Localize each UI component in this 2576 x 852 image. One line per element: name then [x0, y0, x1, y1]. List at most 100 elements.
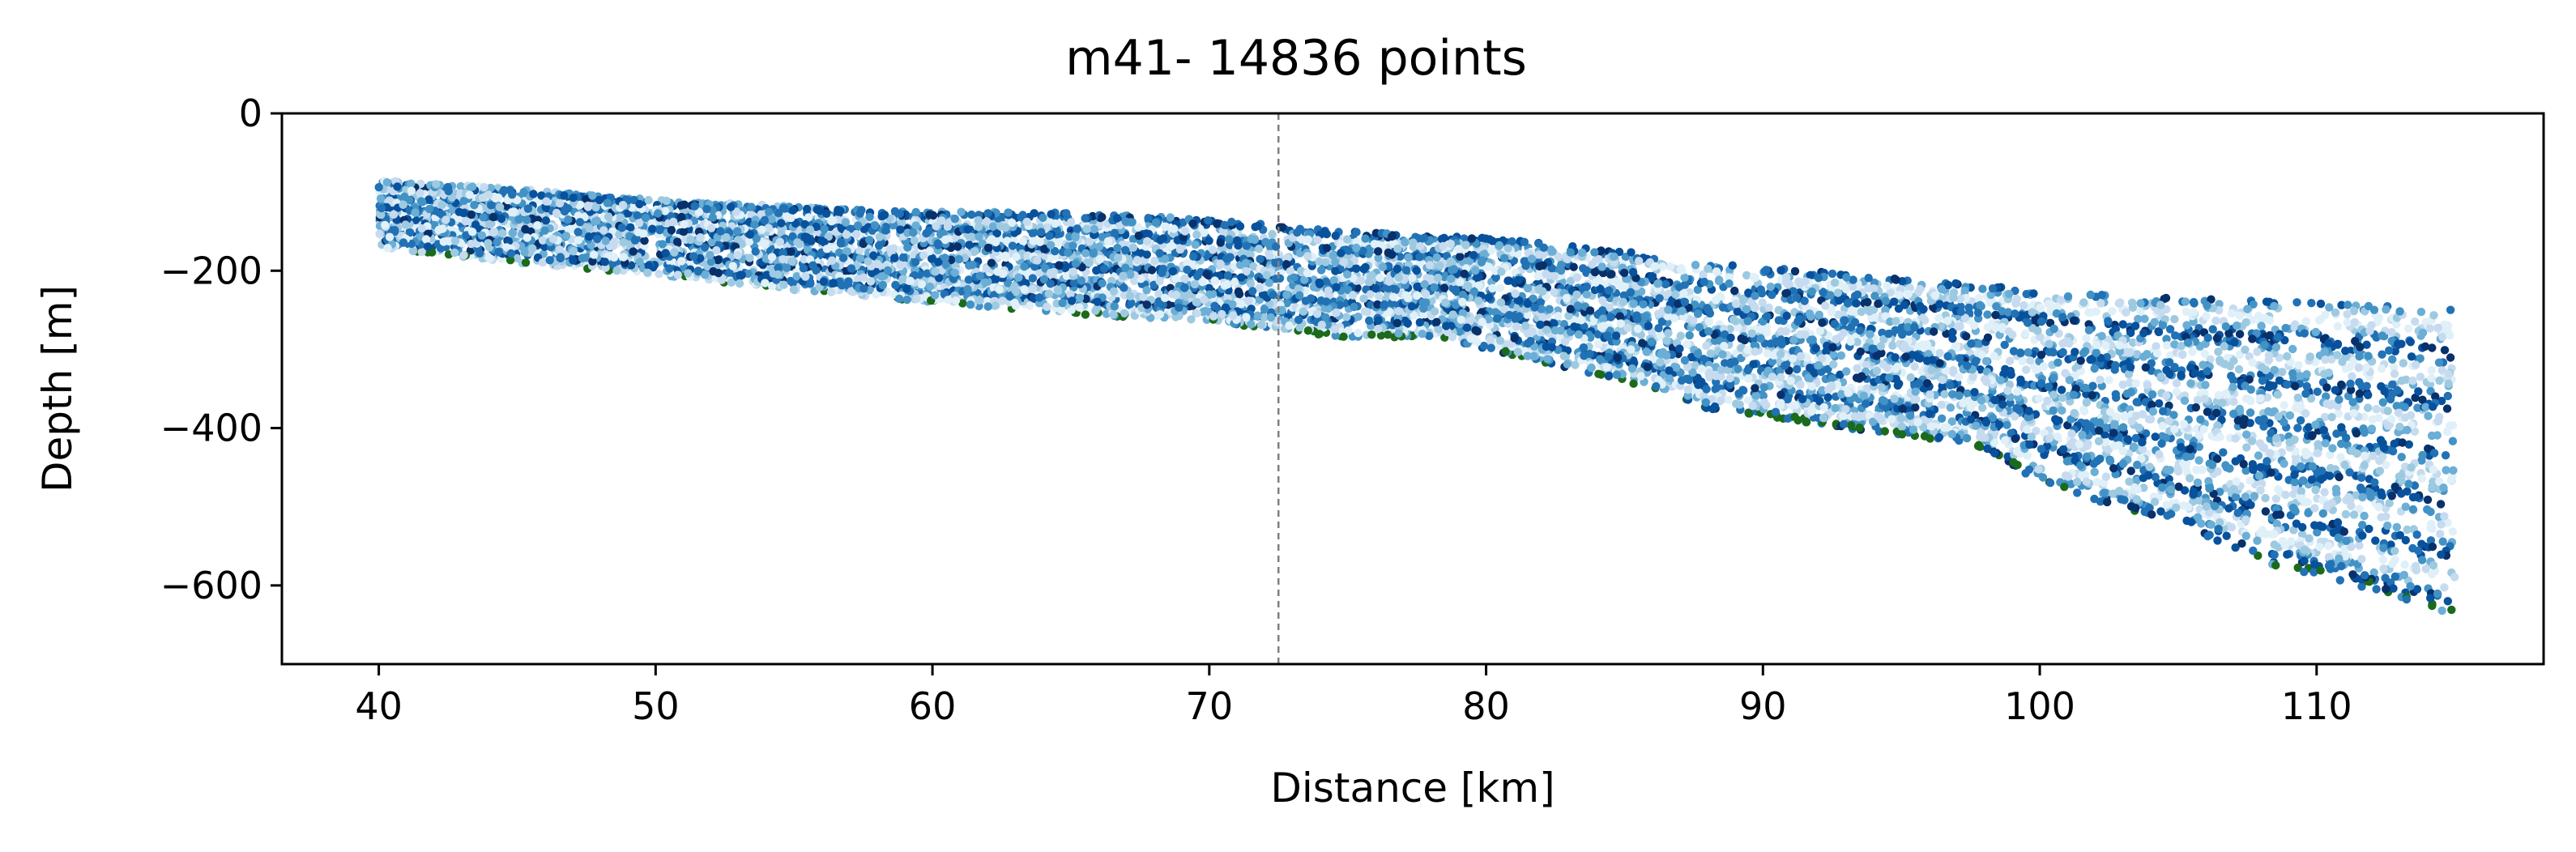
scatter-point: [1974, 294, 1984, 303]
scatter-point: [2215, 300, 2224, 309]
scatter-point: [2358, 521, 2367, 530]
scatter-point: [1004, 279, 1013, 288]
scatter-point: [2343, 317, 2352, 327]
scatter-point: [2259, 422, 2268, 431]
scatter-point: [1210, 301, 1219, 310]
scatter-point: [2208, 325, 2217, 334]
scatter-point: [2385, 499, 2394, 508]
scatter-point: [2021, 469, 2030, 478]
scatter-point: [2447, 605, 2456, 615]
scatter-point: [2378, 398, 2387, 407]
scatter-point: [2301, 317, 2311, 326]
scatter-point: [1888, 341, 1897, 350]
scatter-point: [1534, 250, 1543, 259]
scatter-point: [1363, 308, 1372, 317]
scatter-point: [2186, 474, 2194, 483]
scatter-point: [1656, 331, 1665, 340]
scatter-point: [1661, 279, 1670, 289]
scatter-point: [1938, 375, 1947, 385]
scatter-point: [1978, 403, 1987, 412]
scatter-point: [1828, 350, 1837, 359]
scatter-point: [2126, 466, 2135, 475]
scatter-point: [1867, 313, 1876, 322]
scatter-point: [2198, 465, 2207, 475]
scatter-point: [417, 247, 426, 257]
scatter-point: [1597, 370, 1606, 379]
scatter-point: [964, 275, 974, 284]
scatter-point: [2345, 468, 2354, 477]
scatter-point: [1486, 335, 1495, 344]
scatter-point: [2443, 391, 2452, 401]
scatter-point: [2318, 466, 2327, 475]
scatter-point: [1969, 321, 1979, 330]
scatter-point: [2272, 519, 2281, 529]
scatter-point: [2368, 415, 2377, 424]
scatter-point: [1855, 326, 1865, 335]
scatter-point: [2436, 530, 2445, 539]
scatter-point: [2424, 444, 2433, 454]
scatter-point: [1818, 386, 1827, 395]
scatter-point: [1315, 257, 1324, 266]
scatter-point: [1937, 400, 1946, 409]
scatter-point: [1605, 371, 1614, 381]
scatter-point: [1329, 276, 1338, 285]
scatter-point: [2216, 518, 2224, 527]
scatter-point: [2331, 386, 2339, 394]
scatter-point: [2378, 350, 2386, 359]
scatter-point: [2438, 537, 2447, 546]
scatter-point: [2302, 381, 2311, 391]
scatter-point: [2355, 541, 2364, 550]
scatter-point: [2340, 544, 2349, 554]
scatter-point: [1942, 329, 1951, 339]
scatter-point: [2280, 401, 2288, 410]
scatter-point: [2203, 407, 2212, 416]
scatter-point: [1725, 325, 1734, 334]
scatter-point: [1879, 360, 1887, 368]
scatter-point: [1303, 326, 1313, 335]
scatter-point: [1657, 317, 1666, 326]
scatter-point: [2316, 299, 2326, 309]
scatter-point: [1691, 261, 1700, 270]
scatter-point: [2331, 308, 2340, 317]
scatter-point: [2421, 564, 2430, 573]
scatter-point: [2084, 308, 2093, 317]
scatter-point: [1934, 313, 1943, 323]
scatter-point: [2214, 390, 2224, 400]
scatter-point: [1187, 315, 1196, 324]
scatter-point: [2297, 530, 2307, 539]
scatter-point: [2073, 477, 2082, 487]
scatter-point: [2383, 407, 2392, 415]
scatter-point: [2416, 373, 2425, 381]
scatter-point: [1853, 364, 1862, 373]
scatter-point: [1751, 391, 1761, 400]
scatter-point: [2019, 300, 2028, 310]
scatter-point: [2090, 364, 2099, 373]
scatter-point: [2406, 411, 2416, 420]
scatter-point: [2443, 597, 2452, 606]
scatter-point: [2449, 466, 2458, 475]
scatter-point: [2202, 312, 2211, 321]
scatter-point: [2379, 564, 2388, 573]
scatter-point: [789, 285, 799, 294]
scatter-point: [2372, 405, 2381, 414]
scatter-point: [2132, 475, 2141, 485]
scatter-point: [2280, 459, 2288, 468]
scatter-point: [2071, 371, 2079, 380]
scatter-point: [1282, 260, 1291, 269]
scatter-point: [1743, 395, 1752, 405]
scatter-point: [2337, 300, 2346, 309]
scatter-point: [1886, 288, 1895, 297]
scatter-point: [788, 279, 797, 288]
scatter-point: [2096, 375, 2105, 385]
scatter-point: [2152, 349, 2162, 358]
scatter-point: [2310, 504, 2319, 513]
scatter-point: [1030, 209, 1039, 218]
scatter-point: [2132, 350, 2142, 359]
scatter-point: [1256, 254, 1265, 264]
scatter-point: [1712, 377, 1721, 386]
scatter-point: [2200, 349, 2210, 359]
scatter-point: [2437, 396, 2446, 406]
scatter-point: [1661, 291, 1670, 300]
scatter-point: [2196, 415, 2205, 424]
scatter-point: [1699, 270, 1708, 279]
